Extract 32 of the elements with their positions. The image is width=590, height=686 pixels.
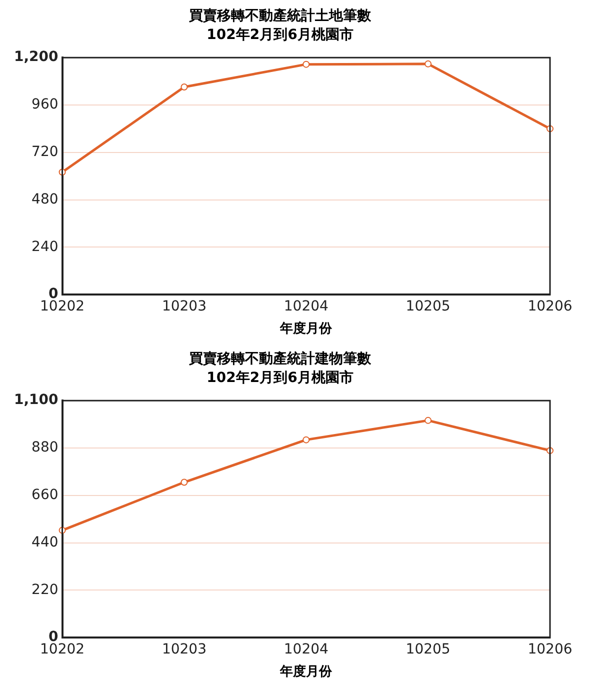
point: [302, 60, 310, 68]
x-axis-title: 年度月份: [279, 664, 334, 680]
y-tick-label: 440: [32, 534, 58, 550]
point: [180, 478, 188, 486]
x-tick-label: 10203: [162, 298, 206, 315]
x-tick-label: 10205: [406, 298, 450, 315]
point: [424, 60, 432, 68]
y-tick-label: 660: [32, 487, 58, 504]
chart-subtitle: 102年2月到6月桃園市: [206, 26, 354, 43]
y-tick-label: 480: [32, 191, 58, 208]
x-tick-label: 10206: [528, 642, 572, 658]
y-tick-label: 220: [32, 582, 58, 598]
x-tick-label: 10202: [40, 298, 85, 315]
chart-title: 買賣移轉不動產統計建物筆數: [188, 351, 372, 368]
y-tick-label: 1,200: [14, 49, 59, 66]
y-tick-label: 960: [32, 96, 58, 113]
x-tick-label: 10202: [40, 642, 85, 658]
point: [302, 436, 310, 444]
x-tick-label: 10203: [162, 642, 206, 658]
y-tick-label: 240: [32, 238, 58, 255]
y-tick-label: 720: [32, 144, 58, 160]
x-tick-label: 10206: [528, 298, 572, 315]
chart-subtitle: 102年2月到6月桃園市: [206, 368, 354, 386]
x-axis-title: 年度月份: [279, 320, 334, 337]
y-tick-label: 880: [32, 440, 58, 456]
y-tick-label: 1,100: [14, 392, 59, 408]
x-tick-label: 10205: [406, 642, 450, 658]
x-tick-label: 10204: [284, 642, 328, 658]
point: [180, 84, 188, 91]
x-tick-label: 10204: [284, 298, 328, 315]
point: [424, 416, 432, 424]
chart-title: 買賣移轉不動產統計土地筆數: [188, 8, 372, 24]
